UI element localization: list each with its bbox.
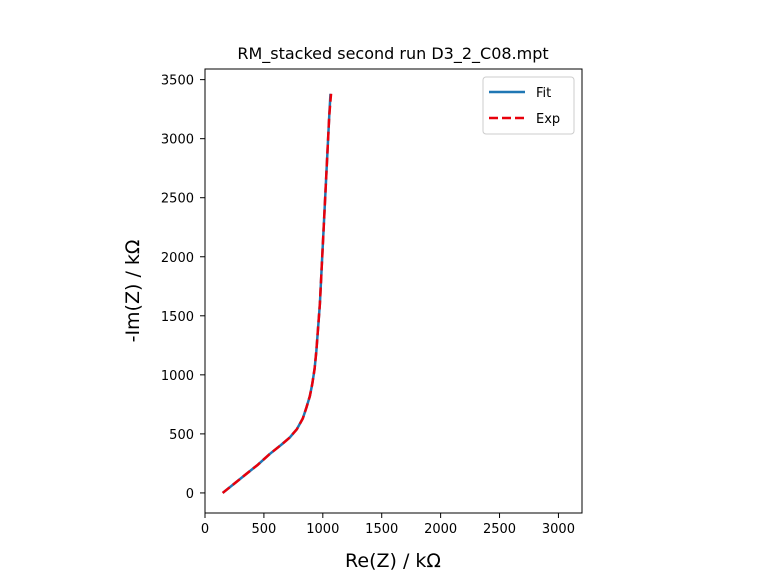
x-tick-label: 2500 — [483, 522, 516, 537]
legend-label-exp: Exp — [536, 112, 560, 127]
y-axis-title: -Im(Z) / kΩ — [122, 240, 144, 343]
x-tick-label: 0 — [201, 522, 209, 537]
x-tick-label: 3000 — [542, 522, 575, 537]
y-tick-label: 2500 — [161, 192, 194, 207]
legend-label-fit: Fit — [536, 86, 551, 101]
x-tick-label: 1000 — [306, 522, 339, 537]
y-tick-label: 1500 — [161, 310, 194, 325]
y-tick-label: 3000 — [161, 133, 194, 148]
legend: Fit Exp — [482, 76, 575, 135]
chart-title: RM_stacked second run D3_2_C08.mpt — [237, 44, 548, 64]
x-tick-label: 2000 — [424, 522, 457, 537]
plot-area — [204, 68, 583, 514]
x-tick-label: 1500 — [365, 522, 398, 537]
y-axis: 0 500 1000 1500 2000 2500 3000 3500 — [161, 74, 205, 502]
series-layer — [221, 93, 333, 494]
x-axis-title: Re(Z) / kΩ — [345, 550, 441, 572]
plot-frame — [204, 68, 583, 514]
y-tick-label: 3500 — [161, 74, 194, 89]
y-tick-label: 2000 — [161, 251, 194, 266]
y-tick-label: 500 — [169, 428, 194, 443]
x-axis: 0 500 1000 1500 2000 2500 3000 — [201, 513, 575, 537]
y-tick-label: 1000 — [161, 369, 194, 384]
series-line-exp — [221, 93, 333, 494]
legend-box — [482, 76, 575, 135]
y-tick-label: 0 — [186, 487, 194, 502]
x-tick-label: 500 — [251, 522, 276, 537]
